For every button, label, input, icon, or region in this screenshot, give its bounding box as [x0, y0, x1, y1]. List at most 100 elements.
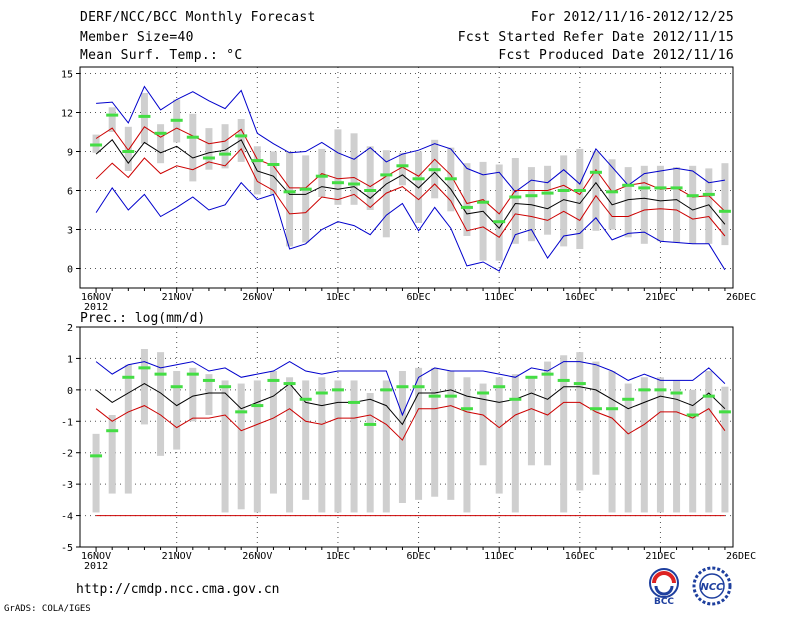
p2-range-bar — [560, 355, 568, 513]
p1-range-bar — [108, 107, 116, 132]
p1-observed-mark — [670, 186, 683, 190]
p1-observed-mark — [589, 170, 602, 174]
p2-range-bar — [576, 352, 584, 491]
p2-range-bar — [269, 371, 277, 494]
p2-range-bar — [624, 383, 632, 513]
p2-range-bar — [189, 367, 197, 422]
p1-observed-mark — [348, 182, 361, 186]
p2-range-bar — [592, 361, 600, 475]
p2-range-bar — [463, 377, 471, 513]
p2-range-bar — [92, 433, 100, 513]
p1-observed-mark — [106, 113, 119, 117]
p1-range-bar — [576, 148, 584, 249]
svg-text:BCC: BCC — [654, 597, 674, 606]
p2-range-bar — [398, 371, 406, 503]
p2-observed-mark — [219, 385, 232, 389]
p1-observed-mark — [396, 164, 409, 168]
p2-range-bar — [511, 374, 519, 513]
p1-observed-mark — [90, 143, 103, 147]
p2-lower-line — [95, 401, 726, 441]
p1-range-bar — [398, 152, 406, 186]
p1-ytick-label: 12 — [61, 109, 73, 120]
p2-observed-mark — [90, 454, 103, 458]
p2-xtick-label: 21NOV — [162, 551, 192, 562]
p1-range-bar — [592, 151, 600, 231]
p2-range-bar — [286, 377, 294, 513]
p2-observed-mark — [235, 410, 248, 414]
p1-observed-mark — [186, 135, 199, 139]
p2-xtick-label: 16NOV — [81, 551, 111, 562]
p1-observed-mark — [525, 194, 538, 198]
p1-range-bar — [705, 168, 713, 244]
p2-observed-mark — [122, 375, 135, 379]
p1-range-bar — [157, 124, 165, 164]
p1-range-bar — [463, 163, 471, 236]
p2-ytick-label: -3 — [61, 480, 73, 491]
variable-label: Mean Surf. Temp.: °C — [80, 48, 243, 63]
p2-range-bar — [640, 377, 648, 513]
p2-observed-mark — [573, 382, 586, 386]
p1-observed-mark — [509, 195, 522, 199]
p2-ytick-label: -2 — [61, 449, 73, 460]
p2-xtick-label: 6DEC — [407, 551, 431, 562]
p1-range-bar — [140, 93, 148, 144]
p1-observed-mark — [219, 152, 232, 156]
p2-observed-mark — [267, 378, 280, 382]
p1-range-bar — [350, 133, 358, 205]
p2-xtick-label: 11DEC — [484, 551, 514, 562]
p1-frame — [79, 66, 734, 289]
p2-observed-mark — [525, 375, 538, 379]
p2-range-bar — [108, 415, 116, 494]
p1-range-bar — [366, 146, 374, 210]
p1-observed-mark — [251, 159, 264, 163]
p1-range-bar — [544, 165, 552, 235]
p1-range-bar — [495, 164, 503, 261]
p2-frame — [79, 326, 734, 548]
p2-year-label: 2012 — [84, 561, 108, 572]
started-date: Fcst Started Refer Date 2012/11/15 — [457, 30, 734, 45]
p1-xtick-label: 21DEC — [645, 292, 675, 303]
p2-observed-mark — [364, 422, 377, 426]
p2-observed-mark — [638, 388, 651, 392]
p2-ytick-label: 1 — [67, 354, 73, 365]
p1-observed-mark — [702, 192, 715, 196]
p1-observed-mark — [477, 200, 490, 204]
p1-observed-mark — [557, 189, 570, 192]
p2-xtick-label: 26NOV — [242, 551, 272, 562]
p1-range-bar — [302, 155, 310, 243]
p2-observed-mark — [106, 429, 119, 433]
p1-observed-mark — [460, 205, 473, 209]
p1-range-bar — [689, 165, 697, 244]
p2-range-bar — [173, 371, 181, 450]
p2-observed-mark — [702, 394, 715, 398]
p2-observed-mark — [622, 397, 635, 401]
p2-observed-mark — [331, 388, 344, 392]
p2-ytick-label: -5 — [61, 543, 73, 554]
p2-range-bar — [495, 377, 503, 494]
p1-ytick-label: 3 — [67, 226, 73, 237]
p2-observed-mark — [460, 407, 473, 411]
p2-range-bar — [140, 349, 148, 425]
p1-observed-mark — [573, 189, 586, 192]
p2-observed-mark — [138, 366, 151, 370]
p1-range-bar — [334, 129, 342, 205]
p2-observed-mark — [170, 385, 183, 389]
p1-year-label: 2012 — [84, 302, 108, 313]
p1-xtick-label: 26NOV — [242, 292, 272, 303]
p2-observed-mark — [428, 394, 441, 398]
p1-range-bar — [205, 128, 213, 170]
p2-range-bar — [673, 380, 681, 513]
p1-xtick-label: 6DEC — [407, 292, 431, 303]
p1-range-bar — [640, 165, 648, 244]
p2-observed-mark — [315, 391, 328, 395]
p1-observed-mark — [412, 177, 425, 181]
p2-range-bar — [318, 377, 326, 513]
p1-observed-mark — [654, 186, 667, 190]
source-url[interactable]: http://cmdp.ncc.cma.gov.cn — [76, 582, 280, 597]
p1-observed-mark — [283, 190, 296, 194]
p1-observed-mark — [170, 118, 183, 122]
p1-observed-mark — [331, 181, 344, 185]
p1-range-bar — [221, 124, 229, 169]
p2-range-bar — [415, 367, 423, 500]
svg-text:NCC: NCC — [700, 582, 724, 593]
